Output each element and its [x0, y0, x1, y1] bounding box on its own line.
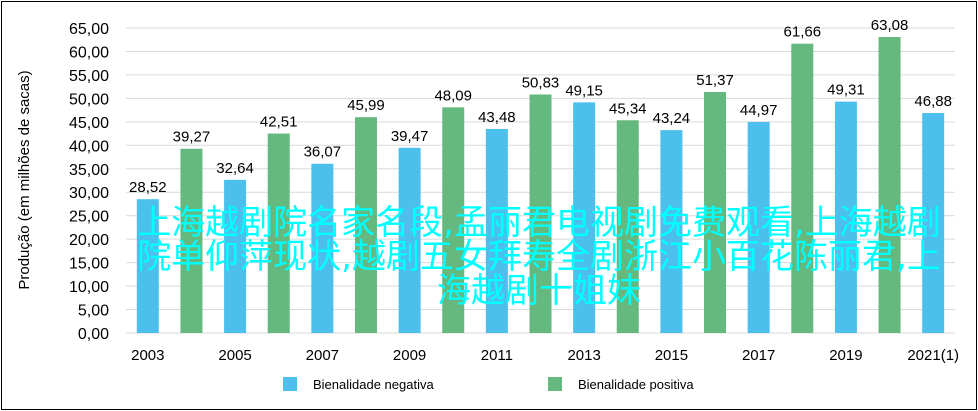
x-tick-label: 2013 — [567, 347, 600, 364]
x-tick-label: 2009 — [393, 347, 426, 364]
y-tick-label: 20,00 — [69, 232, 109, 249]
data-label: 39,47 — [391, 128, 429, 145]
data-label: 32,64 — [216, 160, 254, 177]
data-label: 45,34 — [609, 100, 647, 117]
bar-2005 — [224, 179, 247, 333]
x-tick-label: 2003 — [131, 347, 164, 364]
y-tick-label: 25,00 — [69, 209, 109, 226]
bar-2004 — [180, 148, 203, 333]
y-tick-label: 30,00 — [69, 185, 109, 202]
x-tick-label: 2011 — [481, 347, 513, 364]
y-tick-label: 10,00 — [69, 279, 109, 296]
x-tick-label: 2015 — [655, 347, 688, 364]
overlay-line: 上海越剧院名家名段,孟丽君电视剧免费观看,上海越剧 — [137, 203, 941, 243]
overlay-line: 海越剧十姐妹 — [437, 271, 641, 311]
bar-2009 — [398, 147, 421, 333]
data-label: 61,66 — [784, 24, 822, 41]
bar-2008 — [354, 117, 377, 333]
bar-2017 — [747, 121, 770, 333]
bar-2003 — [136, 199, 159, 333]
bar-2018 — [791, 43, 814, 334]
y-tick-label: 40,00 — [69, 138, 109, 155]
x-tick-label: 2021(1) — [907, 347, 959, 364]
x-tick-label: 2019 — [829, 347, 862, 364]
bar-2021(1) — [922, 113, 945, 333]
bar-2019 — [834, 101, 857, 333]
data-label: 39,27 — [173, 129, 211, 146]
bar-2015 — [660, 130, 683, 333]
data-label: 42,51 — [260, 114, 298, 131]
y-tick-label: 5,00 — [78, 303, 109, 320]
x-tick-label: 2005 — [218, 347, 251, 364]
data-label: 28,52 — [129, 179, 167, 196]
data-label: 44,97 — [740, 102, 778, 119]
bar-2010 — [442, 107, 465, 333]
bar-2006 — [267, 133, 290, 333]
x-tick-label: 2007 — [306, 347, 339, 364]
bar-2016 — [704, 91, 727, 334]
legend-swatch — [548, 377, 562, 391]
data-label: 46,88 — [914, 93, 952, 110]
y-tick-label: 15,00 — [69, 256, 109, 273]
legend-label: Bienalidade positiva — [578, 377, 694, 392]
y-tick-label: 50,00 — [69, 91, 109, 108]
data-label: 45,99 — [347, 97, 385, 114]
y-tick-label: 45,00 — [69, 115, 109, 132]
y-tick-label: 55,00 — [69, 68, 109, 85]
data-label: 48,09 — [434, 87, 472, 104]
legend-swatch — [283, 377, 297, 391]
data-label: 49,31 — [827, 82, 865, 99]
y-tick-label: 35,00 — [69, 162, 109, 179]
y-axis-label: Produção (em milhões de sacas) — [16, 70, 33, 289]
overlay-line: 院单仰萍现状,越剧五女拜寿全剧浙江小百花陈丽君,上 — [137, 237, 941, 277]
bar-2007 — [311, 163, 334, 333]
bar-2013 — [573, 102, 596, 333]
legend-label: Bienalidade negativa — [313, 377, 434, 392]
data-label: 49,15 — [565, 82, 603, 99]
data-label: 51,37 — [696, 72, 734, 89]
data-label: 43,48 — [478, 109, 516, 126]
data-label: 63,08 — [871, 17, 909, 34]
data-label: 36,07 — [304, 144, 342, 161]
y-tick-label: 65,00 — [69, 21, 109, 38]
y-tick-label: 0,00 — [78, 326, 109, 343]
bar-2014 — [616, 120, 639, 334]
data-label: 43,24 — [653, 110, 691, 127]
data-label: 50,83 — [522, 74, 560, 91]
x-tick-label: 2017 — [742, 347, 775, 364]
bar-2011 — [485, 128, 508, 333]
bar-2020 — [878, 37, 901, 334]
overlay-watermark-text: 上海越剧院名家名段,孟丽君电视剧免费观看,上海越剧院单仰萍现状,越剧五女拜寿全剧… — [124, 206, 954, 308]
bar-2012 — [529, 94, 552, 334]
y-tick-label: 60,00 — [69, 44, 109, 61]
